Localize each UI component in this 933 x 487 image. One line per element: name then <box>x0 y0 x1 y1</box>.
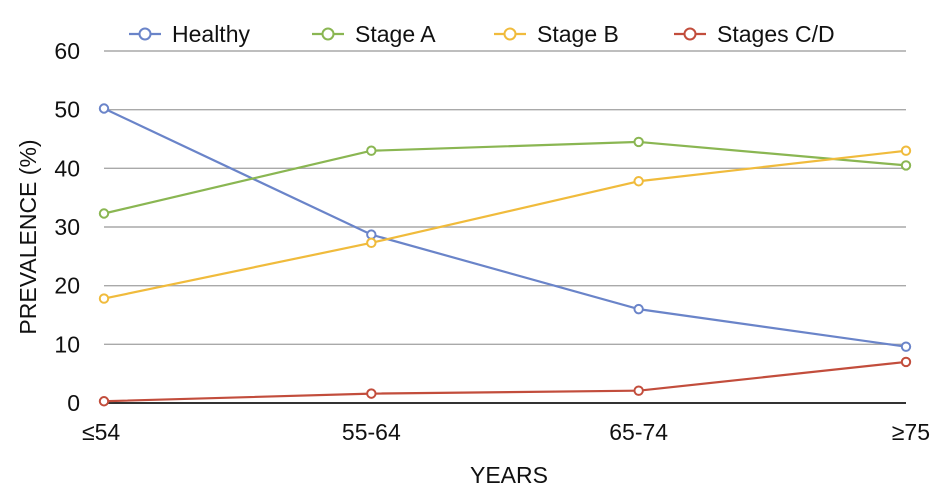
legend-swatch-marker <box>138 27 152 41</box>
legend-label: Stage A <box>355 21 436 47</box>
data-point-stages-c-d <box>366 388 377 399</box>
data-point-stage-b <box>98 293 110 304</box>
data-point-stage-b <box>366 237 377 249</box>
series-line-stage-a <box>103 140 907 215</box>
data-point-stage-b <box>900 145 912 156</box>
y-tick-label: 40 <box>54 155 80 181</box>
data-point-healthy <box>900 341 912 352</box>
data-point-stage-a <box>366 145 377 156</box>
legend-label: Stages C/D <box>717 21 835 47</box>
legend-label: Healthy <box>172 21 250 47</box>
legend-item-stages-c-d: Stages C/D <box>674 21 835 47</box>
data-point-healthy <box>98 103 110 114</box>
y-tick-label: 50 <box>54 97 80 123</box>
data-point-healthy <box>366 229 377 240</box>
legend: Healthy Stage A Stage B Stages C/D <box>129 21 835 47</box>
y-tick-label: 20 <box>54 273 80 299</box>
y-tick-label: 10 <box>54 331 80 357</box>
legend-swatch-marker <box>683 27 697 41</box>
x-tick-label: 65-74 <box>609 419 668 445</box>
data-point-stage-a <box>98 208 110 219</box>
data-point-stage-b <box>633 176 644 187</box>
legend-swatch-marker <box>321 27 335 41</box>
x-axis-ticks: ≤54 55-64 65-74 ≥75 <box>82 419 930 445</box>
x-tick-label: 55-64 <box>342 419 401 445</box>
data-point-healthy <box>633 303 644 315</box>
y-tick-label: 0 <box>67 390 80 416</box>
legend-swatch-marker <box>503 27 517 41</box>
x-tick-label: ≤54 <box>82 419 120 445</box>
x-tick-label: ≥75 <box>892 419 930 445</box>
data-point-stage-a <box>633 136 644 148</box>
series-stages-c-d <box>98 356 912 407</box>
legend-item-stage-a: Stage A <box>312 21 436 47</box>
y-axis-title: PREVALENCE (%) <box>15 139 41 334</box>
series-line-healthy <box>103 107 907 348</box>
legend-item-stage-b: Stage B <box>494 21 619 47</box>
x-axis-title: YEARS <box>470 462 548 487</box>
series-line-stage-b <box>103 149 907 300</box>
y-axis-ticks: 0 10 20 30 40 50 60 <box>54 38 80 416</box>
series-layer <box>98 103 912 407</box>
y-tick-label: 30 <box>54 214 80 240</box>
y-tick-label: 60 <box>54 38 80 64</box>
gridlines <box>104 50 906 346</box>
data-point-stages-c-d <box>633 385 644 396</box>
data-point-stages-c-d <box>98 396 110 407</box>
series-stage-a <box>98 136 912 219</box>
legend-label: Stage B <box>537 21 619 47</box>
data-point-stage-a <box>900 160 912 171</box>
series-line-stages-c-d <box>103 360 907 403</box>
data-point-stages-c-d <box>900 356 912 368</box>
legend-item-healthy: Healthy <box>129 21 250 47</box>
series-stage-b <box>98 145 912 304</box>
